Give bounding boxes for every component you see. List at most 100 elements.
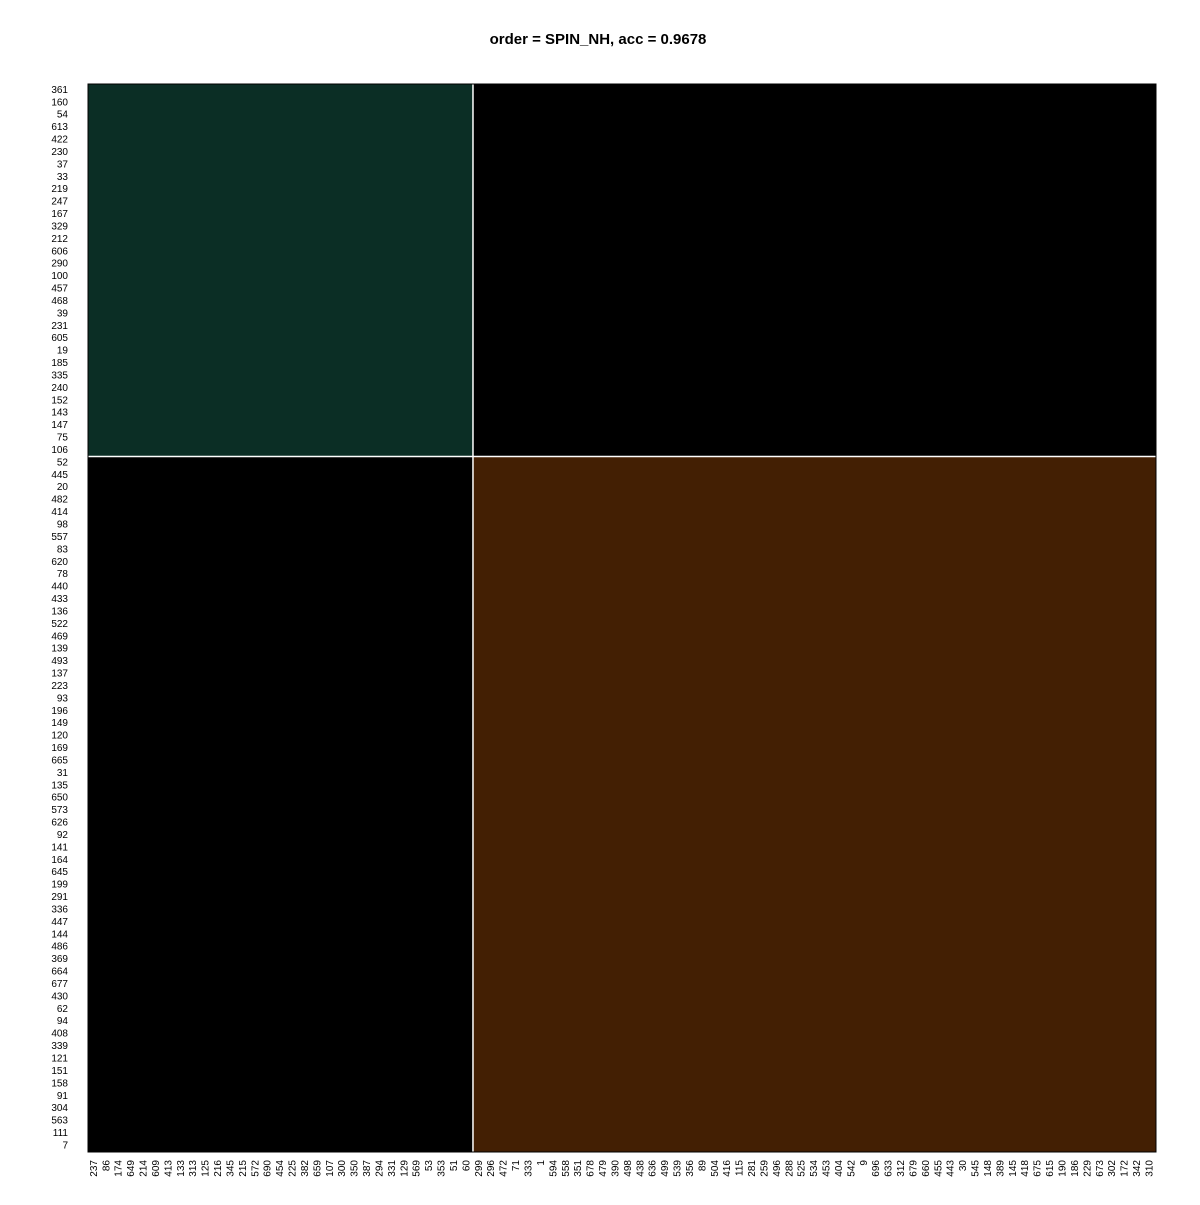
row-label: 445 (51, 470, 68, 481)
row-label: 291 (51, 892, 68, 903)
row-label: 677 (51, 979, 68, 990)
row-label: 440 (51, 582, 68, 593)
row-label: 468 (51, 296, 68, 307)
column-label: 89 (697, 1160, 708, 1172)
column-label: 312 (896, 1160, 907, 1177)
row-label: 493 (51, 656, 68, 667)
column-label: 107 (325, 1160, 336, 1177)
column-label: 215 (238, 1160, 249, 1177)
row-label: 522 (51, 619, 68, 630)
column-label: 696 (871, 1160, 882, 1177)
column-label: 53 (424, 1160, 435, 1172)
column-label: 214 (139, 1160, 150, 1177)
row-label: 430 (51, 991, 68, 1002)
row-label: 606 (51, 246, 68, 257)
row-label: 557 (51, 532, 68, 543)
column-label: 115 (735, 1160, 746, 1176)
row-label: 212 (51, 234, 68, 245)
column-label: 313 (188, 1160, 199, 1177)
row-label: 139 (51, 644, 68, 655)
column-label: 679 (908, 1160, 919, 1177)
column-label: 310 (1144, 1160, 1155, 1177)
row-label: 121 (51, 1054, 68, 1065)
between-block (472, 84, 1156, 457)
column-label: 125 (201, 1160, 212, 1177)
row-label: 185 (51, 358, 68, 369)
row-label: 54 (57, 110, 69, 121)
row-label: 336 (51, 904, 68, 915)
column-label: 453 (822, 1160, 833, 1177)
row-label: 31 (57, 768, 69, 779)
column-label: 455 (933, 1160, 944, 1177)
column-label: 659 (312, 1160, 323, 1177)
row-label: 33 (57, 172, 69, 183)
column-label: 9 (859, 1160, 870, 1166)
row-label: 92 (57, 830, 69, 841)
row-label: 158 (51, 1078, 68, 1089)
row-label: 37 (57, 159, 69, 170)
row-label: 111 (53, 1128, 69, 1139)
column-label: 443 (946, 1160, 957, 1177)
column-label: 558 (561, 1160, 572, 1177)
column-label: 342 (1132, 1160, 1143, 1177)
column-label: 633 (884, 1160, 895, 1177)
column-label: 148 (983, 1160, 994, 1177)
cluster-block (472, 456, 1156, 1153)
column-label: 30 (958, 1160, 969, 1172)
column-label: 288 (784, 1160, 795, 1177)
column-label: 60 (461, 1160, 472, 1172)
row-label: 223 (51, 681, 68, 692)
column-label: 281 (747, 1160, 758, 1177)
column-label: 174 (114, 1160, 125, 1177)
column-label: 404 (834, 1160, 845, 1177)
row-label: 422 (51, 135, 68, 146)
column-label: 172 (1120, 1160, 1131, 1177)
column-label: 350 (350, 1160, 361, 1177)
row-label: 335 (51, 370, 68, 381)
column-label: 1 (536, 1160, 547, 1166)
column-label: 660 (921, 1160, 932, 1177)
column-label: 418 (1020, 1160, 1031, 1177)
row-label: 141 (51, 842, 68, 853)
column-label: 299 (474, 1160, 485, 1177)
row-label: 339 (51, 1041, 68, 1052)
column-label: 333 (524, 1160, 535, 1177)
row-label: 620 (51, 557, 68, 568)
row-label: 290 (51, 259, 68, 270)
row-label: 93 (57, 693, 69, 704)
row-label: 408 (51, 1029, 68, 1040)
row-label: 304 (51, 1103, 68, 1114)
column-label: 609 (151, 1160, 162, 1177)
row-label: 20 (57, 482, 69, 493)
row-label: 650 (51, 793, 68, 804)
column-label: 539 (673, 1160, 684, 1177)
row-label: 361 (51, 85, 68, 96)
row-label: 433 (51, 594, 68, 605)
row-label: 106 (51, 445, 68, 456)
row-label: 137 (51, 669, 68, 680)
column-label: 542 (846, 1160, 857, 1177)
column-label: 594 (548, 1160, 559, 1177)
column-label: 472 (499, 1160, 510, 1177)
column-label: 569 (412, 1160, 423, 1177)
chart-title: order = SPIN_NH, acc = 0.9678 (490, 31, 707, 48)
column-label: 353 (437, 1160, 448, 1177)
row-label: 152 (51, 395, 68, 406)
column-label: 496 (772, 1160, 783, 1177)
column-label: 499 (660, 1160, 671, 1177)
row-label: 563 (51, 1116, 68, 1127)
column-label: 673 (1095, 1160, 1106, 1177)
row-label: 167 (51, 209, 68, 220)
column-label: 389 (995, 1160, 1006, 1177)
row-label: 7 (62, 1140, 68, 1151)
column-label: 259 (759, 1160, 770, 1177)
row-label: 78 (57, 569, 69, 580)
row-label: 98 (57, 520, 69, 531)
column-label: 572 (250, 1160, 261, 1177)
row-label: 151 (51, 1066, 68, 1077)
column-label: 129 (399, 1160, 410, 1177)
row-label: 247 (51, 197, 68, 208)
column-label: 225 (288, 1160, 299, 1177)
column-label: 636 (648, 1160, 659, 1177)
